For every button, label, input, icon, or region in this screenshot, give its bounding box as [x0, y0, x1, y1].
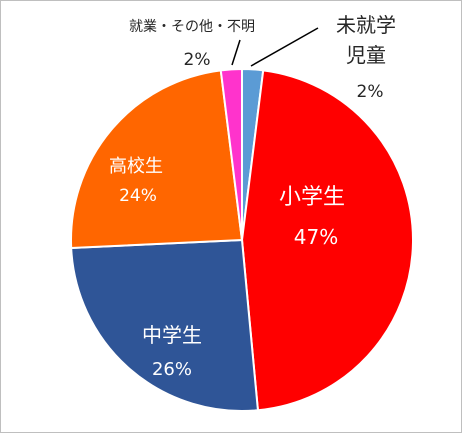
leader-line-employment [231, 39, 241, 66]
leader-lines [231, 27, 319, 67]
slice-high-school [70, 69, 244, 250]
slice-pct-junior-high: 26% [152, 359, 192, 380]
slice-label-high-school: 高校生 [109, 156, 163, 177]
slice-label-junior-high: 中学生 [142, 323, 202, 347]
slice-pct-employment-other: 2% [184, 50, 211, 70]
leader-line-preschool [250, 27, 319, 67]
slice-pct-elementary: 47% [294, 225, 338, 249]
slice-elementary [240, 69, 414, 412]
slice-junior-high [70, 238, 260, 412]
slice-pct-preschool: 2% [357, 82, 384, 102]
slice-label-elementary: 小学生 [279, 185, 345, 210]
slice-pct-high-school: 24% [119, 186, 157, 206]
slice-label-preschool-line2: 児童 [346, 43, 386, 67]
slice-label-employment-other: 就業・その他・不明 [129, 19, 255, 35]
slice-employment-other [219, 67, 243, 241]
pie-slices [70, 67, 414, 412]
slice-label-preschool: 未就学 [336, 13, 396, 37]
